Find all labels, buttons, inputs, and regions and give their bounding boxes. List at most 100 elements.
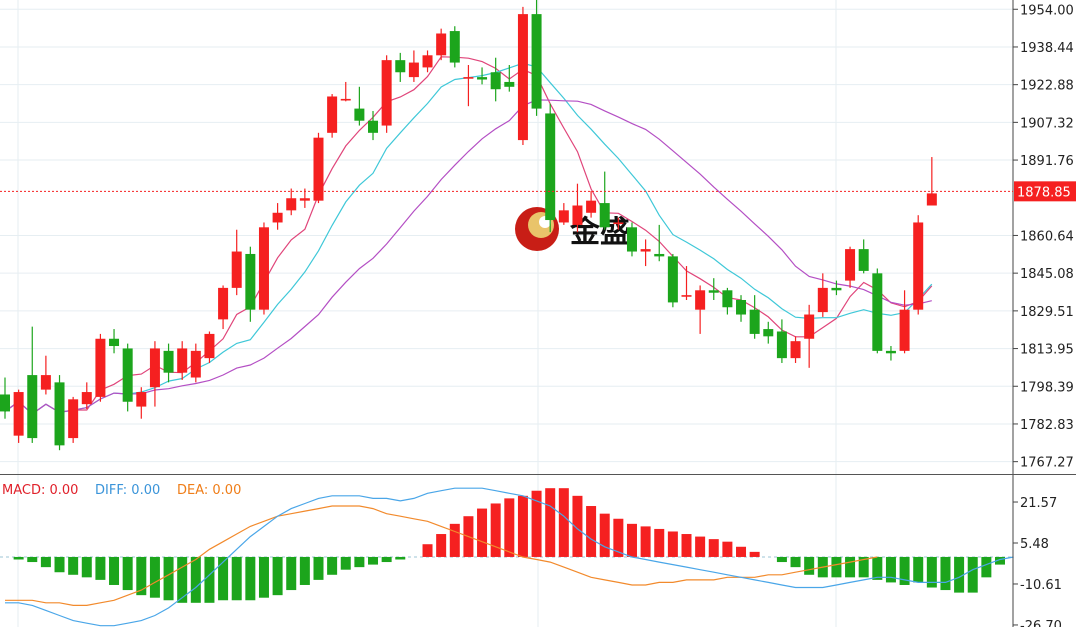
macd-histogram-bar	[558, 488, 569, 557]
macd-histogram-bar	[885, 556, 896, 583]
macd-histogram-bar	[68, 556, 79, 575]
macd-histogram-bar	[54, 556, 65, 573]
macd-histogram-bar	[149, 556, 160, 598]
candle-body	[40, 375, 51, 390]
candle-body	[517, 14, 528, 141]
candle-body	[204, 333, 215, 359]
macd-histogram-bar	[299, 556, 310, 585]
macd-histogram-bar	[790, 556, 801, 568]
candle-body	[449, 31, 460, 63]
candle-body	[286, 198, 297, 211]
candle-body	[109, 338, 120, 347]
price-tick-label: 1954.00	[1020, 3, 1074, 18]
candle-body	[736, 299, 747, 315]
candle-body	[477, 77, 488, 80]
candle-body	[776, 331, 787, 359]
candle-body	[845, 249, 856, 281]
macd-histogram-bar	[613, 518, 624, 557]
candle-body	[667, 256, 678, 303]
candle-body	[681, 295, 692, 297]
candle-body	[572, 205, 583, 225]
macd-histogram-bar	[354, 556, 365, 568]
candle-body	[531, 14, 542, 109]
macd-histogram-bar	[749, 551, 760, 557]
macd-histogram-bar	[272, 556, 283, 596]
macd-histogram-bar	[831, 556, 842, 578]
candle-body	[926, 193, 937, 206]
macd-histogram-bar	[667, 531, 678, 557]
macd-histogram-bar	[504, 498, 515, 557]
macd-histogram-bar	[258, 556, 269, 598]
candle-body	[81, 392, 92, 405]
candle-body	[613, 222, 624, 225]
candle-body	[558, 210, 569, 223]
macd-histogram-bar	[136, 556, 147, 596]
candle-body	[722, 290, 733, 308]
macd-histogram-bar	[449, 523, 460, 557]
candle-body	[872, 273, 883, 351]
candle-body	[395, 60, 406, 73]
candle-body	[68, 399, 79, 439]
price-tick-label: 1782.83	[1020, 418, 1074, 433]
macd-histogram-bar	[872, 556, 883, 580]
macd-histogram-bar	[776, 556, 787, 563]
macd-histogram-bar	[340, 556, 351, 570]
macd-tick-label: -10.61	[1020, 578, 1062, 593]
candle-body	[586, 200, 597, 213]
candle-body	[913, 222, 924, 310]
last-price-label: 1878.85	[1017, 185, 1071, 200]
price-tick-label: 1860.64	[1020, 229, 1074, 244]
candle-body	[368, 120, 379, 133]
candle-body	[504, 81, 515, 87]
price-tick-label: 1891.76	[1020, 154, 1074, 169]
candle-body	[27, 375, 38, 439]
macd-histogram-bar	[858, 556, 869, 578]
candle-body	[258, 227, 269, 310]
price-tick-label: 1922.88	[1020, 79, 1074, 94]
candle-body	[54, 382, 65, 446]
macd-histogram-bar	[381, 556, 392, 563]
candle-body	[163, 350, 174, 373]
macd-histogram-bar	[954, 556, 965, 593]
macd-histogram-bar	[599, 513, 610, 557]
macd-legend-dea: DEA: 0.00	[177, 483, 241, 498]
candle-body	[190, 350, 201, 378]
price-tick-label: 1813.95	[1020, 343, 1074, 358]
candle-body	[136, 392, 147, 407]
ma-slow-line	[4, 99, 932, 415]
macd-tick-label: -26.70	[1020, 619, 1062, 627]
macd-histogram-bar	[313, 556, 324, 580]
macd-legend: MACD: 0.00 DIFF: 0.00 DEA: 0.00	[2, 483, 241, 498]
candle-body	[313, 137, 324, 201]
macd-histogram-bar	[586, 506, 597, 557]
macd-histogram-bar	[122, 556, 133, 591]
macd-histogram-bar	[231, 556, 242, 601]
macd-tick-label: 5.48	[1020, 537, 1049, 552]
candle-body	[218, 287, 229, 320]
candle-body	[763, 329, 774, 337]
candle-body	[122, 348, 133, 402]
macd-histogram-bar	[517, 495, 528, 557]
macd-histogram-bar	[218, 556, 229, 601]
macd-histogram-bar	[845, 556, 856, 578]
macd-histogram-bar	[327, 556, 338, 575]
candle-body	[885, 350, 896, 354]
last-price-badge	[1014, 181, 1076, 202]
candle-body	[95, 338, 106, 397]
macd-histogram-bar	[940, 556, 951, 591]
macd-histogram-bar	[368, 556, 379, 565]
macd-histogram-bar	[708, 539, 719, 557]
candle-body	[545, 113, 556, 221]
dea-line	[5, 505, 878, 606]
ma-mid-line	[4, 62, 933, 415]
macd-histogram-bar	[681, 534, 692, 557]
macd-histogram-bar	[163, 556, 174, 601]
macd-histogram-bar	[981, 556, 992, 578]
candles-layer	[0, 0, 937, 451]
macd-tick-label: 21.57	[1020, 496, 1057, 511]
candle-body	[408, 62, 419, 78]
candle-body	[654, 253, 665, 257]
candle-body	[245, 253, 256, 310]
macd-histogram-bar	[477, 508, 488, 557]
